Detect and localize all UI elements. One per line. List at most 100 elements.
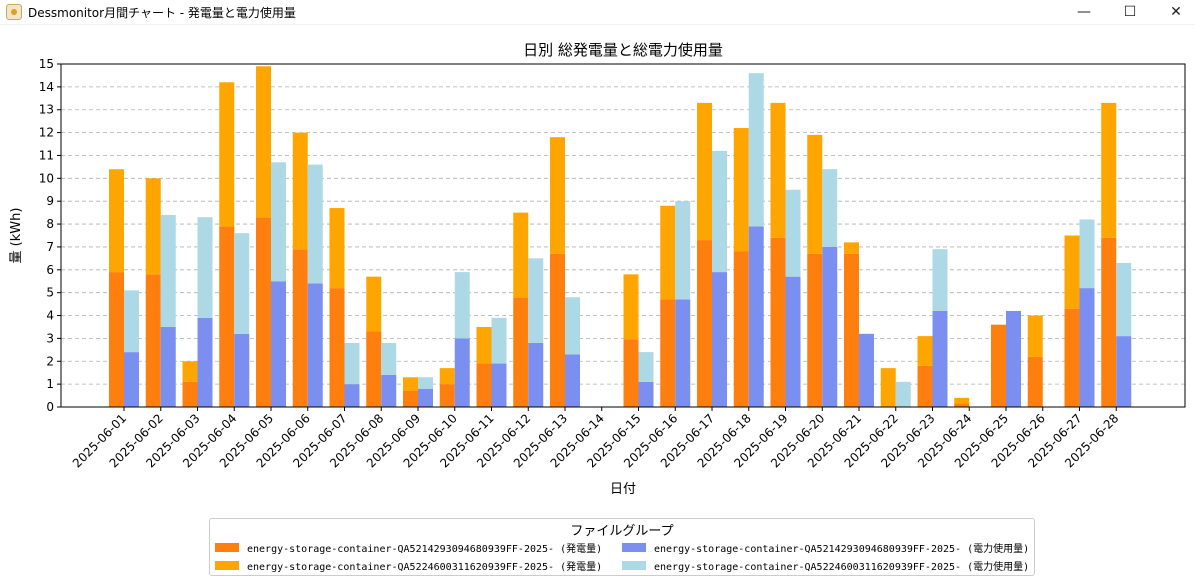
bar: [859, 333, 874, 407]
legend-item: energy-storage-container-QA5214293094680…: [622, 539, 1029, 555]
bar: [712, 150, 727, 273]
bar: [366, 276, 382, 332]
bar: [476, 363, 492, 407]
bar: [623, 339, 639, 407]
bar: [271, 162, 286, 282]
bar: [697, 102, 712, 241]
maximize-button[interactable]: ☐: [1123, 4, 1137, 20]
bar: [491, 317, 507, 364]
bar: [197, 317, 213, 407]
bar: [329, 208, 345, 289]
bar: [638, 381, 654, 407]
legend: ファイルグループ energy-storage-container-QA5214…: [209, 518, 1035, 576]
bar: [124, 352, 139, 407]
legend-swatch: [215, 542, 239, 552]
bar: [182, 361, 198, 382]
bar: [234, 233, 250, 334]
bar: [256, 217, 271, 407]
bar: [954, 403, 970, 407]
close-button[interactable]: ✕: [1170, 4, 1182, 20]
bar: [785, 189, 801, 277]
y-tick-label: 5: [46, 286, 54, 300]
bar: [344, 384, 360, 407]
app-icon: [6, 4, 22, 20]
bar: [1064, 235, 1080, 309]
bar: [344, 342, 360, 385]
bar: [733, 128, 749, 252]
bar: [1027, 315, 1043, 357]
bar: [439, 384, 455, 407]
bar: [307, 164, 323, 284]
bar: [807, 253, 823, 407]
legend-title: ファイルグループ: [570, 524, 674, 539]
bar: [844, 242, 859, 254]
bar: [565, 297, 580, 355]
bar: [292, 249, 308, 407]
legend-item: energy-storage-container-QA5224600311620…: [622, 557, 1029, 573]
bar: [1116, 262, 1132, 337]
bar: [748, 73, 764, 227]
bar: [197, 217, 213, 318]
legend-swatch: [215, 560, 239, 570]
bar: [513, 297, 529, 407]
y-tick-label: 6: [46, 263, 54, 277]
bar: [822, 169, 838, 247]
bar: [109, 169, 124, 273]
window-titlebar: Dessmonitor月間チャート - 発電量と電力使用量 — ☐ ✕: [0, 0, 1195, 25]
bar: [660, 299, 676, 407]
legend-label: energy-storage-container-QA5214293094680…: [654, 543, 1030, 555]
bar: [307, 283, 323, 407]
legend-swatch: [622, 542, 646, 552]
bar: [182, 381, 198, 407]
bar: [822, 246, 838, 407]
bar: [145, 178, 161, 275]
bar: [454, 272, 470, 339]
bar: [219, 226, 235, 407]
bar: [660, 205, 676, 300]
bar: [1101, 237, 1117, 407]
bar: [234, 333, 250, 407]
legend-label: energy-storage-container-QA5214293094680…: [247, 543, 603, 555]
y-tick-label: 9: [46, 194, 54, 208]
chart-title: 日別 総発電量と総電力使用量: [523, 41, 723, 59]
bar: [292, 132, 308, 250]
bar: [109, 272, 124, 407]
y-tick-label: 13: [39, 103, 54, 117]
bar: [1027, 356, 1043, 407]
bar: [1006, 310, 1021, 407]
bar: [733, 251, 749, 407]
bar: [917, 336, 933, 366]
y-tick-label: 14: [39, 80, 54, 94]
bar: [770, 237, 786, 407]
bar: [1101, 102, 1117, 238]
bar: [550, 253, 565, 407]
y-tick-label: 3: [46, 331, 54, 345]
bar: [712, 272, 727, 407]
y-tick-label: 0: [46, 400, 54, 414]
y-tick-label: 1: [46, 377, 54, 391]
bar: [145, 274, 161, 407]
bar: [381, 342, 397, 375]
bar: [329, 288, 345, 407]
bar: [403, 377, 418, 391]
y-tick-label: 15: [39, 57, 54, 71]
legend-label: energy-storage-container-QA5224600311620…: [247, 561, 603, 573]
chart-area: 01234567891011121314152025-06-012025-06-…: [9, 41, 1186, 497]
bar: [528, 342, 544, 407]
bar: [785, 276, 801, 407]
bar: [528, 258, 544, 343]
bar: [366, 331, 382, 407]
bar: [1064, 308, 1080, 407]
y-tick-label: 4: [46, 309, 54, 323]
bar: [271, 281, 286, 407]
y-tick-label: 10: [39, 171, 54, 185]
y-tick-label: 12: [39, 126, 54, 140]
bar: [954, 397, 970, 404]
bar: [697, 240, 712, 407]
bar: [770, 102, 786, 238]
minimize-button[interactable]: —: [1077, 4, 1091, 20]
bar: [880, 368, 896, 407]
bar: [454, 338, 470, 407]
x-axis-label: 日付: [610, 482, 636, 497]
legend-item: energy-storage-container-QA5224600311620…: [215, 557, 602, 573]
